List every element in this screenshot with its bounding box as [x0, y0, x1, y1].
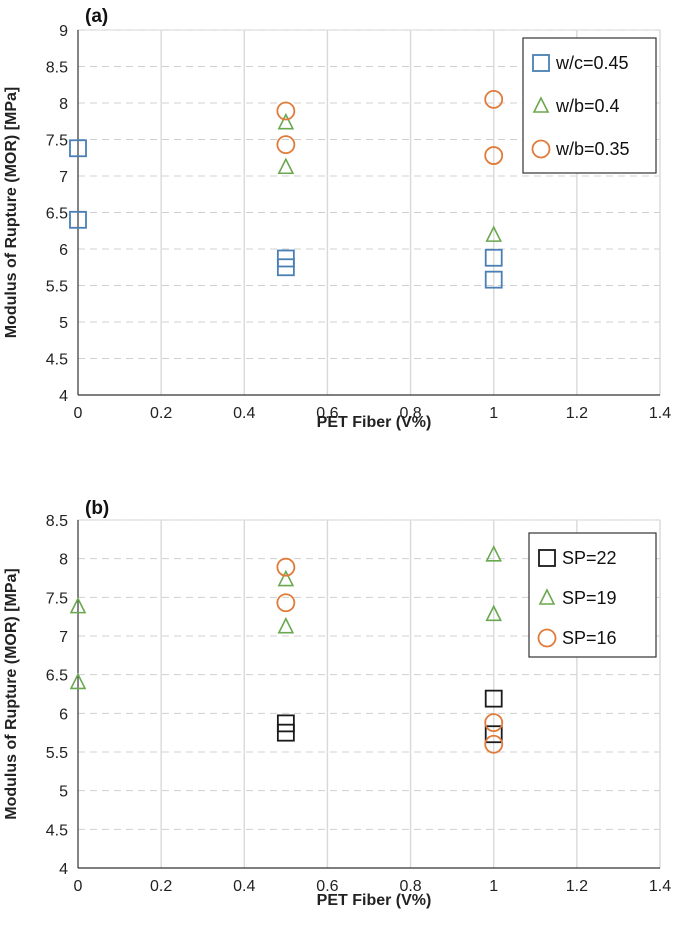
y-tick-label: 4.5 [46, 352, 68, 369]
x-tick-label: 1.4 [649, 405, 671, 422]
y-tick-label: 4.5 [46, 822, 68, 839]
x-tick-label: 0.6 [316, 878, 338, 895]
x-tick-label: 0 [74, 405, 83, 422]
y-tick-label: 5 [59, 784, 68, 801]
y-tick-label: 8.5 [46, 60, 68, 77]
data-point-circle [276, 101, 296, 121]
data-point-circle [276, 135, 296, 155]
x-tick-label: 1.2 [566, 405, 588, 422]
y-tick-label: 6 [59, 242, 68, 259]
data-point-triangle [69, 672, 87, 690]
legend-entry-label: w/b=0.35 [555, 139, 630, 159]
legend-entry-label: SP=19 [562, 588, 617, 608]
data-point-square [484, 725, 503, 744]
data-point-square [69, 210, 87, 229]
legend-marker-circle [537, 628, 557, 648]
x-tick-label: 0.8 [399, 405, 421, 422]
panel-a-chart: 4 4.5 5 5.5 6 6.5 7 7.5 8 8.5 9 0 0.2 0.4 0.6 0.8 1 1.2 1.… [3, 6, 671, 431]
data-point-triangle [485, 604, 503, 622]
legend-entry-label: SP=16 [562, 628, 617, 648]
y-tick-label: 6.5 [46, 668, 68, 685]
data-point-triangle [69, 596, 87, 614]
x-tick-label: 0.8 [399, 878, 421, 895]
x-axis-label: PET Fiber (V%) [317, 892, 432, 909]
y-tick-label: 6 [59, 706, 68, 723]
y-tick-label: 4 [59, 388, 68, 405]
data-point-circle [484, 713, 504, 733]
legend-marker-circle [531, 139, 551, 159]
x-tick-label: 0 [74, 878, 83, 895]
x-tick-label: 0.2 [150, 878, 172, 895]
data-point-triangle [277, 157, 295, 175]
legend-marker-triangle [538, 588, 556, 605]
data-point-square [276, 723, 295, 742]
data-point-triangle [277, 112, 295, 130]
data-point-circle [276, 593, 296, 613]
x-tick-label: 0.4 [233, 405, 255, 422]
y-tick-label: 4 [59, 861, 68, 878]
data-point-triangle [277, 569, 295, 587]
y-tick-label: 6.5 [46, 206, 68, 223]
y-tick-label: 8.5 [46, 513, 68, 530]
panel-b-chart: 4 4.5 5 5.5 6 6.5 7 7.5 8 8.5 0 0.2 0.4 0.6 0.8 1 1.2 1.4… [3, 498, 671, 909]
y-tick-label: 8 [59, 96, 68, 113]
x-axis-label: PET Fiber (V%) [317, 414, 432, 431]
data-point-circle [484, 146, 504, 165]
y-tick-label: 5 [59, 315, 68, 332]
x-tick-label: 1 [489, 405, 498, 422]
legend-marker-square [532, 54, 550, 72]
y-tick-label: 7 [59, 629, 68, 646]
y-tick-label: 7.5 [46, 133, 68, 150]
y-axis-label: Modulus of Rupture (MOR) [MPa] [3, 87, 20, 339]
data-point-square [484, 270, 503, 289]
x-tick-label: 1.4 [649, 878, 671, 895]
x-tick-label: 0.4 [233, 878, 255, 895]
y-tick-label: 8 [59, 552, 68, 569]
x-tick-label: 0.6 [316, 405, 338, 422]
data-point-triangle [485, 545, 503, 562]
data-point-triangle [277, 616, 295, 634]
legend-marker-square [538, 549, 556, 567]
data-point-square [484, 248, 503, 267]
data-point-square [276, 714, 295, 733]
x-tick-label: 1 [489, 878, 498, 895]
data-point-square [484, 689, 503, 708]
y-tick-label: 7.5 [46, 590, 68, 607]
x-tick-label: 1.2 [566, 878, 588, 895]
y-tick-label: 9 [59, 23, 68, 40]
data-point-circle [276, 557, 296, 577]
legend-entry-label: SP=22 [562, 548, 617, 568]
x-tick-label: 0.2 [150, 405, 172, 422]
legend-entry-label: w/c=0.45 [555, 53, 629, 73]
y-tick-label: 5.5 [46, 745, 68, 762]
data-point-circle [484, 734, 504, 754]
data-point-square [69, 139, 87, 158]
panel-label: (a) [85, 6, 108, 27]
data-point-circle [484, 89, 504, 109]
panel-label: (b) [85, 498, 109, 519]
data-point-triangle [485, 225, 503, 242]
legend-entry-label: w/b=0.4 [555, 96, 620, 116]
legend-marker-triangle [532, 96, 550, 113]
data-point-square [276, 258, 295, 277]
y-tick-label: 7 [59, 169, 68, 186]
y-tick-label: 5.5 [46, 279, 68, 296]
y-axis-label: Modulus of Rupture (MOR) [MPa] [3, 568, 20, 820]
